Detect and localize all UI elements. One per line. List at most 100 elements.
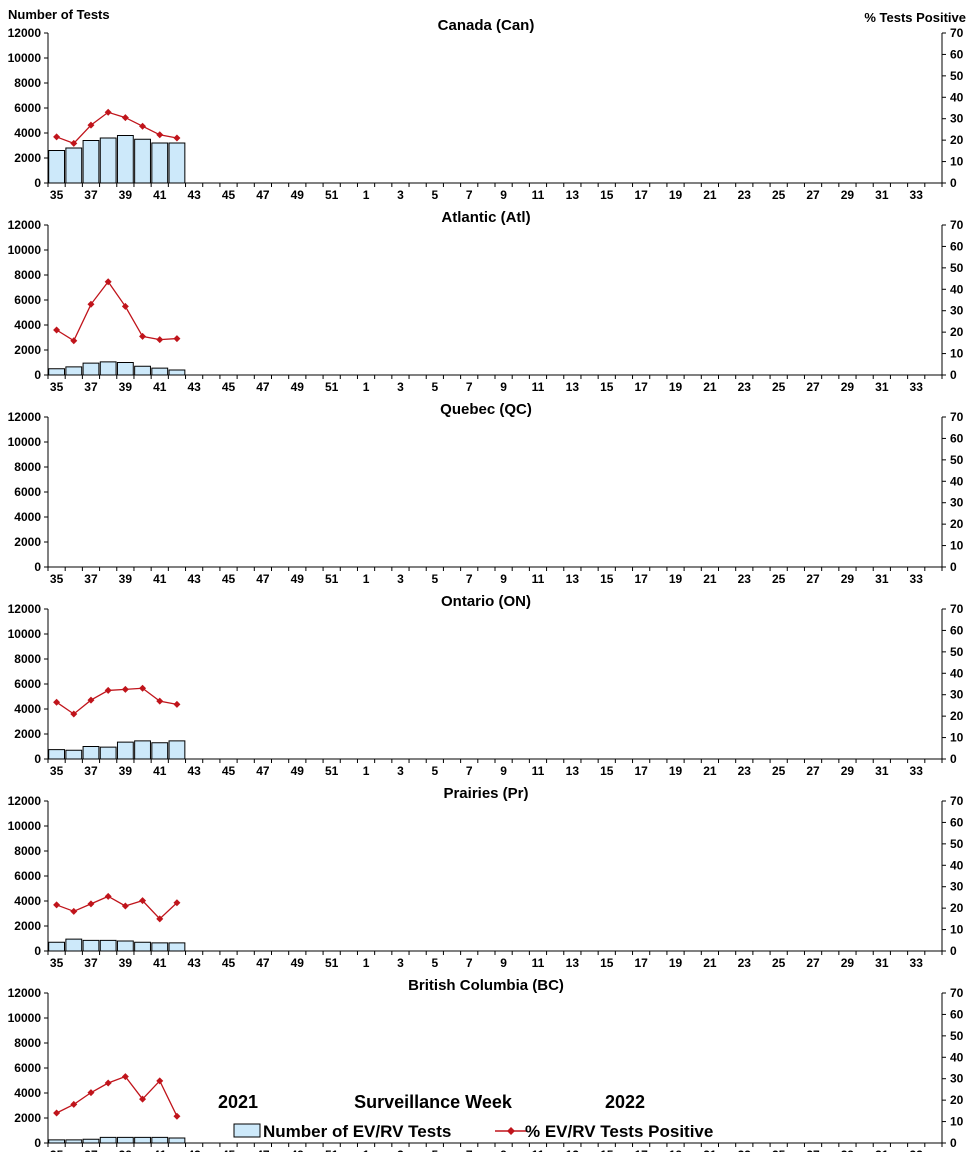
line-point xyxy=(87,300,95,308)
x-tick-label: 5 xyxy=(431,764,438,778)
x-tick-label: 15 xyxy=(600,956,614,970)
x-tick-label: 51 xyxy=(325,380,339,394)
line-point xyxy=(104,108,112,116)
x-tick-label: 29 xyxy=(841,764,855,778)
x-tick-label: 25 xyxy=(772,380,786,394)
x-tick-label: 43 xyxy=(187,572,201,586)
bar xyxy=(151,1136,169,1144)
x-tick-label: 1 xyxy=(363,188,370,202)
x-tick-label: 3 xyxy=(397,1148,404,1152)
x-tick-label: 29 xyxy=(841,188,855,202)
x-tick-label: 17 xyxy=(634,1148,648,1152)
left-tick-label: 10000 xyxy=(8,819,42,833)
right-tick-label: 60 xyxy=(950,623,964,637)
x-tick-label: 11 xyxy=(532,764,545,778)
right-tick-label: 20 xyxy=(950,325,964,339)
x-tick-label: 51 xyxy=(325,764,339,778)
legend-bar-swatch xyxy=(233,1123,261,1138)
x-tick-label: 33 xyxy=(910,188,924,202)
left-tick-label: 12000 xyxy=(8,794,42,808)
right-axis-title: % Tests Positive xyxy=(864,10,966,25)
right-tick-label: 30 xyxy=(950,304,964,318)
x-tick-label: 51 xyxy=(325,188,339,202)
panel-2: Quebec (QC) 0 2000 4000 6000 8000 10000 12000 0 1… xyxy=(8,401,964,586)
x-tick-label: 3 xyxy=(397,956,404,970)
x-tick-label: 45 xyxy=(222,764,236,778)
left-tick-label: 6000 xyxy=(14,293,41,307)
x-tick-label: 29 xyxy=(841,956,855,970)
right-tick-label: 10 xyxy=(950,539,964,553)
right-tick-label: 10 xyxy=(950,155,964,169)
left-tick-label: 10000 xyxy=(8,435,42,449)
right-tick-label: 70 xyxy=(950,410,964,424)
bar xyxy=(99,137,117,184)
x-tick-label: 47 xyxy=(256,1148,270,1152)
left-tick-label: 2000 xyxy=(14,727,41,741)
x-tick-label: 3 xyxy=(397,188,404,202)
right-tick-label: 40 xyxy=(950,474,964,488)
x-tick-label: 39 xyxy=(119,572,133,586)
left-tick-label: 4000 xyxy=(14,318,41,332)
right-tick-label: 60 xyxy=(950,47,964,61)
x-tick-label: 49 xyxy=(291,764,305,778)
legend: Number of EV/RV Tests % EV/RV Tests Posi… xyxy=(233,1122,713,1141)
panel-3: Ontario (ON) 0 2000 4000 6000 8000 10000 12000 0… xyxy=(8,593,964,778)
x-tick-label: 9 xyxy=(500,572,507,586)
x-tick-label: 37 xyxy=(84,188,98,202)
right-tick-label: 70 xyxy=(950,218,964,232)
left-tick-label: 4000 xyxy=(14,1086,41,1100)
line-point xyxy=(156,1077,164,1085)
left-tick-label: 2000 xyxy=(14,1111,41,1125)
x-tick-label: 39 xyxy=(119,764,133,778)
x-tick-label: 35 xyxy=(50,1148,64,1152)
x-tick-label: 11 xyxy=(532,188,545,202)
bar xyxy=(82,362,100,376)
bar xyxy=(65,749,83,760)
left-tick-label: 6000 xyxy=(14,677,41,691)
x-tick-label: 41 xyxy=(153,572,167,586)
x-tick-label: 27 xyxy=(806,956,820,970)
line-point xyxy=(121,1073,129,1081)
year-label-2021: 2021 xyxy=(218,1092,258,1112)
legend-line-label: % EV/RV Tests Positive xyxy=(525,1122,713,1141)
year-label-2022: 2022 xyxy=(605,1092,645,1112)
bar xyxy=(116,135,134,184)
right-tick-label: 20 xyxy=(950,133,964,147)
right-tick-label: 70 xyxy=(950,986,964,1000)
line-point xyxy=(87,696,95,704)
x-tick-label: 37 xyxy=(84,380,98,394)
x-tick-label: 21 xyxy=(703,1148,717,1152)
x-tick-label: 17 xyxy=(634,764,648,778)
x-tick-label: 7 xyxy=(466,764,473,778)
right-tick-label: 60 xyxy=(950,1007,964,1021)
left-tick-label: 12000 xyxy=(8,410,42,424)
bar xyxy=(134,740,151,760)
panels: Canada (Can)0200040006000800010000120000… xyxy=(8,17,964,1152)
legend-bar-label: Number of EV/RV Tests xyxy=(263,1122,451,1141)
bar xyxy=(82,140,100,184)
x-tick-label: 45 xyxy=(222,956,236,970)
x-tick-label: 21 xyxy=(703,572,717,586)
x-tick-label: 23 xyxy=(738,188,752,202)
right-tick-label: 60 xyxy=(950,815,964,829)
x-tick-label: 35 xyxy=(50,572,64,586)
x-tick-label: 49 xyxy=(291,956,305,970)
bar xyxy=(48,1139,66,1144)
x-tick-label: 35 xyxy=(50,956,64,970)
percent-positive-line xyxy=(56,687,178,715)
x-tick-label: 7 xyxy=(466,572,473,586)
x-tick-label: 9 xyxy=(500,380,507,394)
bar xyxy=(168,369,186,376)
x-tick-label: 25 xyxy=(772,572,786,586)
x-tick-label: 47 xyxy=(256,956,270,970)
x-tick-label: 21 xyxy=(703,764,717,778)
x-tick-label: 51 xyxy=(325,572,339,586)
x-tick-label: 23 xyxy=(738,956,752,970)
panel-title: British Columbia (BC) xyxy=(408,977,564,994)
x-tick-label: 5 xyxy=(431,188,438,202)
right-tick-label: 30 xyxy=(950,112,964,126)
bar xyxy=(48,941,66,952)
x-tick-label: 5 xyxy=(431,1148,438,1152)
line-point xyxy=(139,684,147,692)
